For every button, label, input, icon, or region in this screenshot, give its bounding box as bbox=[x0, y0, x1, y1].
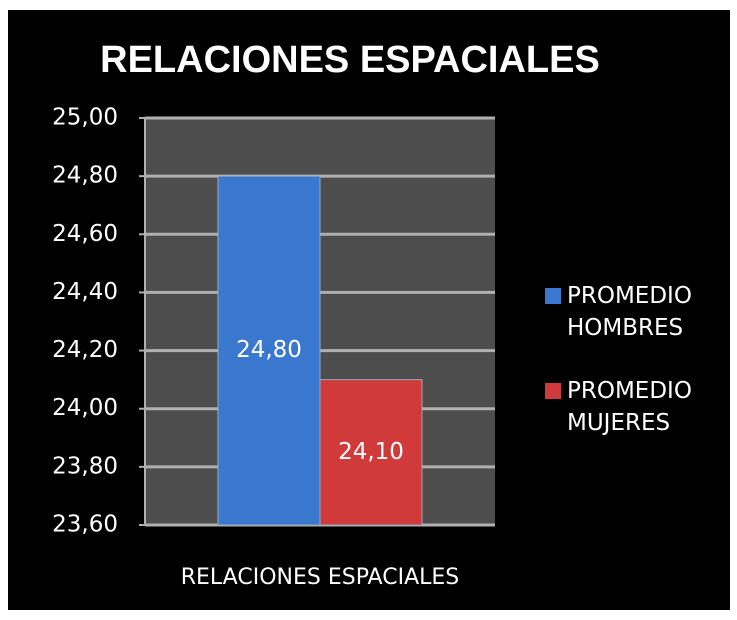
data-label: 24,10 bbox=[338, 439, 404, 465]
legend-label: PROMEDIO HOMBRES bbox=[567, 283, 692, 341]
y-tick-label: 23,60 bbox=[52, 512, 118, 538]
x-tick-label: RELACIONES ESPACIALES bbox=[181, 565, 460, 590]
y-tick-label: 24,60 bbox=[52, 221, 118, 247]
y-tick-label: 24,80 bbox=[52, 163, 118, 189]
legend-label: PROMEDIO MUJERES bbox=[567, 378, 692, 436]
legend-item: PROMEDIO MUJERES bbox=[545, 375, 725, 439]
bar bbox=[319, 379, 423, 526]
y-tick-label: 23,80 bbox=[52, 453, 118, 479]
y-tick-label: 24,20 bbox=[52, 337, 118, 363]
bar bbox=[217, 175, 321, 526]
y-tick-label: 25,00 bbox=[52, 105, 118, 131]
y-tick-label: 24,00 bbox=[52, 395, 118, 421]
legend-swatch bbox=[545, 383, 561, 399]
legend-swatch bbox=[545, 288, 561, 304]
data-label: 24,80 bbox=[236, 337, 302, 363]
legend-item: PROMEDIO HOMBRES bbox=[545, 280, 725, 344]
y-tick-label: 24,40 bbox=[52, 279, 118, 305]
chart-title: RELACIONES ESPACIALES bbox=[100, 39, 600, 81]
